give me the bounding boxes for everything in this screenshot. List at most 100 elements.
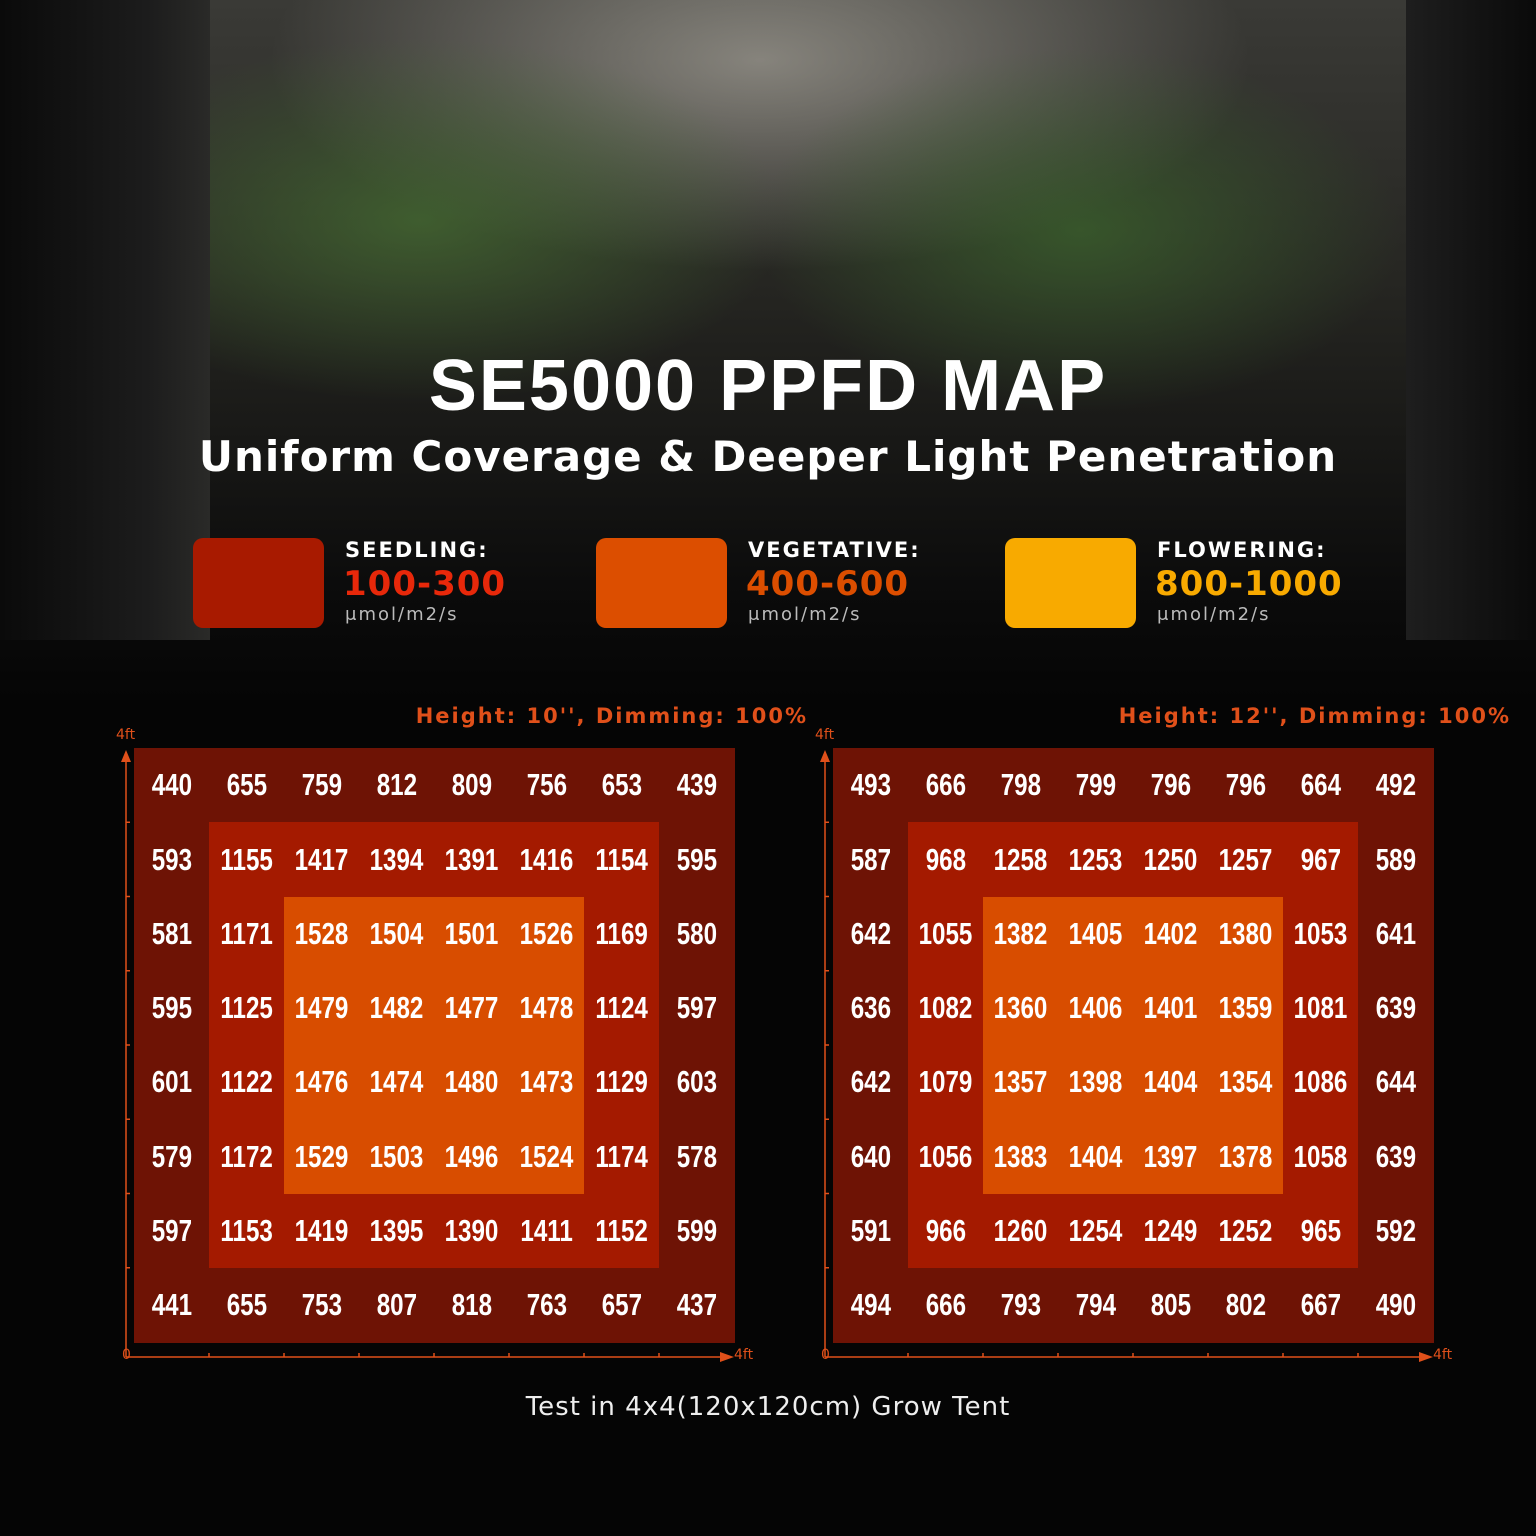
cell-value: 1169 [595,915,648,951]
cell-value: 640 [850,1138,891,1174]
heatmap-cell: 1260 [983,1193,1059,1269]
heatmap-cell: 644 [1358,1045,1434,1120]
cell-value: 1125 [220,990,273,1026]
cell-value: 581 [151,915,192,951]
cell-value: 1129 [595,1064,648,1100]
heatmap-cell: 796 [1208,748,1284,823]
heatmap-cell: 1503 [359,1119,435,1194]
heatmap-cell: 1479 [284,970,360,1046]
cell-value: 1398 [1068,1064,1123,1100]
heatmap-cell: 798 [983,748,1059,823]
cell-value: 667 [1300,1287,1341,1323]
ppfd-map-12in: Height: 12'', Dimming: 100% 4ft 0 4ft 49… [809,700,1509,1380]
cell-value: 592 [1375,1212,1416,1248]
cell-value: 798 [1000,767,1041,803]
y-axis-end-label: 4ft [116,727,136,743]
cell-value: 1257 [1218,841,1273,877]
cell-value: 653 [601,767,642,803]
heatmap-cell: 492 [1358,748,1434,823]
cell-value: 1380 [1218,915,1273,951]
heatmap-cell: 1474 [359,1045,435,1120]
cell-value: 1082 [918,990,973,1026]
heatmap-cell: 1250 [1133,822,1209,897]
heatmap-cell: 807 [359,1267,435,1343]
cell-value: 1124 [595,990,648,1026]
cell-value: 639 [1375,990,1416,1026]
x-axis-arrow-icon [1419,1352,1433,1362]
heatmap-cell: 1473 [509,1045,585,1120]
cell-value: 599 [676,1212,717,1248]
cell-value: 965 [1300,1212,1341,1248]
y-axis-end-label: 4ft [815,727,835,743]
heatmap-cell: 1382 [983,896,1059,972]
heatmap-cell: 639 [1358,970,1434,1046]
heatmap-cell: 494 [833,1267,909,1343]
heatmap-cell: 1254 [1058,1193,1134,1269]
heatmap-cell: 968 [908,822,984,897]
axes [121,750,734,1362]
heatmap-cell: 1249 [1133,1193,1209,1269]
cell-value: 1172 [220,1138,273,1174]
heatmap-cell: 818 [434,1267,510,1343]
heatmap-cell: 601 [134,1045,210,1120]
cell-value: 1397 [1143,1138,1198,1174]
legend-range: 800-1000 [1155,564,1343,604]
legend-unit: μmol/m2/s [1157,604,1271,625]
heatmap-cell: 666 [908,1267,984,1343]
heatmap-cell: 603 [659,1045,735,1120]
legend-range: 100-300 [343,564,507,604]
cell-value: 1152 [595,1212,648,1248]
cell-value: 636 [850,990,891,1026]
heatmap-cell: 666 [908,748,984,823]
cell-value: 1122 [220,1064,273,1100]
heatmap-cell: 597 [134,1193,210,1269]
cell-value: 1416 [519,841,574,877]
chart-title: Height: 10'', Dimming: 100% [415,704,808,728]
heatmap-cell: 1419 [284,1193,360,1269]
heatmap-cell: 805 [1133,1267,1209,1343]
cell-value: 1417 [294,841,349,877]
heatmap-cell: 1154 [584,822,660,897]
cell-value: 809 [451,767,492,803]
heatmap-cell: 655 [209,1267,285,1343]
chart-title: Height: 12'', Dimming: 100% [1118,704,1511,728]
heatmap-cell: 1354 [1208,1045,1284,1120]
heatmap-cell: 1398 [1058,1045,1134,1120]
cell-value: 589 [1375,841,1416,877]
legend-label: VEGETATIVE: [748,538,921,562]
heatmap-cell: 1402 [1133,896,1209,972]
heatmap-cell: 597 [659,970,735,1046]
heatmap-cell: 1404 [1058,1119,1134,1194]
cell-value: 1473 [519,1064,574,1100]
cell-value: 1401 [1143,990,1198,1026]
heatmap-cell: 1253 [1058,822,1134,897]
heatmap-cell: 1405 [1058,896,1134,972]
heatmap-cell: 794 [1058,1267,1134,1343]
cell-value: 655 [226,767,267,803]
cell-value: 1174 [595,1138,648,1174]
heatmap-cell: 1082 [908,970,984,1046]
heatmap-cell: 756 [509,748,585,823]
heatmap-cell: 1416 [509,822,585,897]
cell-value: 799 [1075,767,1116,803]
cell-value: 967 [1300,841,1341,877]
cell-value: 639 [1375,1138,1416,1174]
cell-value: 492 [1375,767,1416,803]
cell-value: 1405 [1068,915,1123,951]
x-axis-end-label: 4ft [1433,1347,1453,1363]
heatmap-cell: 1153 [209,1193,285,1269]
heatmap-cell: 1524 [509,1119,585,1194]
cell-value: 490 [1375,1287,1416,1323]
heatmap-cell: 1526 [509,896,585,972]
cell-value: 1153 [220,1212,273,1248]
cell-value: 1411 [520,1212,573,1248]
y-axis-arrow-icon [121,750,131,762]
cell-value: 1249 [1143,1212,1198,1248]
cell-value: 642 [850,915,891,951]
heatmap-cell: 578 [659,1119,735,1194]
cell-value: 1528 [294,915,349,951]
heatmap-cell: 809 [434,748,510,823]
page-subtitle: Uniform Coverage & Deeper Light Penetrat… [198,432,1338,481]
cell-value: 796 [1225,767,1266,803]
cell-value: 1391 [444,841,499,877]
